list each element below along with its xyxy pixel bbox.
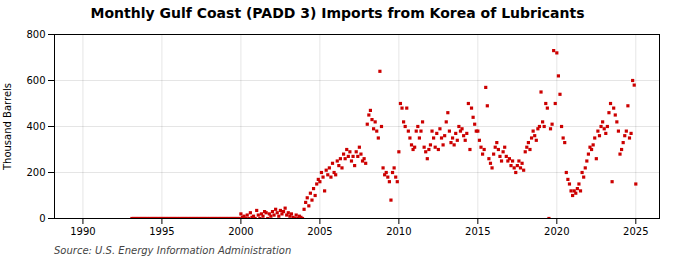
svg-text:0: 0 — [39, 213, 45, 224]
svg-text:400: 400 — [26, 121, 45, 132]
html-text:Monthly Gulf Coast (PADD 3) Im: Monthly Gulf Coast (PADD 3) Imports from… — [90, 5, 585, 21]
svg-text:2015: 2015 — [465, 226, 490, 237]
svg-text:1990: 1990 — [70, 226, 95, 237]
svg-text:2010: 2010 — [386, 226, 411, 237]
svg-text:800: 800 — [26, 29, 45, 40]
svg-text:2020: 2020 — [544, 226, 569, 237]
svg-text:2000: 2000 — [228, 226, 253, 237]
svg-text:2005: 2005 — [307, 226, 332, 237]
svg-text:200: 200 — [26, 167, 45, 178]
html-text:Source: U.S. Energy Informatio: Source: U.S. Energy Information Administ… — [54, 245, 292, 256]
svg-text:2025: 2025 — [623, 226, 648, 237]
svg-text:Thousand Barrels: Thousand Barrels — [2, 83, 13, 171]
svg-text:600: 600 — [26, 75, 45, 86]
svg-text:1995: 1995 — [149, 226, 174, 237]
